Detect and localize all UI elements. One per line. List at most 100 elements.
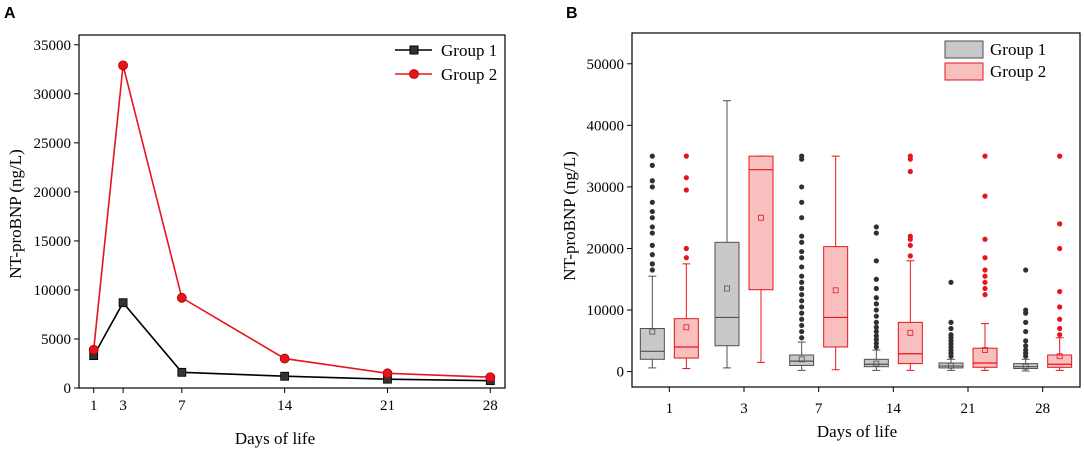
outlier-point (683, 255, 689, 261)
outlier-point (649, 162, 655, 168)
iqr-box (714, 241, 740, 347)
y-tick-label: 50000 (587, 57, 625, 73)
outlier-point (649, 199, 655, 205)
x-tick-label: 1 (666, 401, 674, 417)
mean-marker (948, 362, 954, 369)
outlier-point (1023, 267, 1029, 273)
y-tick-label: 5000 (41, 332, 71, 348)
data-point (177, 367, 187, 377)
outlier-point (1023, 307, 1029, 313)
outlier-point (948, 325, 954, 332)
outlier-point (907, 153, 913, 159)
outlier-point (1057, 316, 1063, 322)
box-2-14 (897, 153, 923, 371)
outlier-point (799, 292, 805, 298)
outlier-point (649, 178, 655, 184)
y-tick-label: 25000 (34, 136, 72, 152)
outlier-point (649, 252, 655, 258)
y-tick-label: 40000 (587, 118, 625, 134)
outlier-point (649, 215, 655, 221)
panel-a-legend: Group 1 Group 2 (395, 41, 497, 84)
outlier-point (799, 304, 805, 310)
outlier-point (873, 328, 879, 335)
panel-a-axes (78, 34, 506, 389)
box-1-3 (714, 100, 740, 369)
outlier-point (1023, 338, 1029, 344)
outlier-point (683, 175, 689, 181)
data-point (485, 372, 496, 383)
outlier-point (873, 224, 879, 230)
legend-swatch (944, 62, 984, 81)
outlier-point (799, 316, 805, 322)
outlier-point (873, 295, 879, 301)
mean-marker (907, 329, 914, 336)
outlier-point (799, 285, 805, 292)
outlier-point (799, 199, 805, 205)
x-tick-label: 21 (961, 401, 976, 417)
panel-b-legend: Group 1 Group 2 (944, 40, 1046, 81)
iqr-box (639, 328, 665, 360)
outlier-point (907, 253, 913, 259)
outlier-point (649, 242, 655, 248)
legend-label: Group 2 (441, 65, 497, 84)
outlier-point (1057, 332, 1063, 338)
panel-a-series (88, 60, 496, 386)
legend-marker (409, 45, 419, 55)
panel-a: A 0 5000 10000 15000 20000 25000 30000 35000 1 3 7… (4, 5, 506, 448)
outlier-point (649, 230, 655, 236)
y-tick-label: 15000 (34, 234, 72, 250)
outlier-point (907, 233, 913, 239)
x-tick-label: 28 (1035, 401, 1050, 417)
box-2-28 (1047, 153, 1073, 371)
x-tick-label: 7 (815, 401, 823, 417)
outlier-point (873, 301, 879, 307)
x-tick-label: 3 (119, 398, 127, 414)
outlier-point (649, 261, 655, 267)
iqr-box (1047, 354, 1073, 368)
outlier-point (649, 208, 655, 215)
outlier-point (649, 267, 655, 273)
y-tick-label: 10000 (587, 303, 625, 319)
outlier-point (982, 193, 988, 199)
data-point (88, 344, 99, 355)
panel-b-x-axis-label: Days of life (817, 422, 897, 441)
x-tick-label: 14 (277, 398, 293, 414)
outlier-point (982, 236, 988, 242)
data-point (382, 368, 393, 379)
iqr-box (789, 354, 815, 366)
box-1-7 (789, 153, 815, 371)
iqr-box (972, 347, 998, 368)
data-point (280, 371, 290, 381)
outlier-point (1057, 325, 1063, 332)
outlier-point (873, 319, 879, 325)
outlier-point (873, 313, 879, 319)
data-point (118, 60, 128, 71)
outlier-point (1057, 245, 1063, 252)
panel-a-plot-frame (78, 34, 506, 389)
iqr-box (673, 318, 699, 359)
outlier-point (873, 285, 879, 292)
mean-marker (1056, 353, 1063, 360)
outlier-point (873, 340, 879, 346)
mean-marker (758, 214, 764, 221)
mean-marker (649, 328, 656, 335)
iqr-box (938, 362, 964, 369)
outlier-point (799, 335, 805, 341)
outlier-point (799, 215, 805, 221)
outlier-point (907, 168, 913, 175)
outlier-point (1023, 328, 1029, 335)
panel-b-ticks: 0 10000 20000 30000 40000 50000 1 3 7 14 21 28 (587, 57, 1051, 417)
y-tick-label: 0 (64, 381, 72, 397)
outlier-point (799, 298, 805, 304)
outlier-point (873, 324, 879, 330)
outlier-point (799, 328, 805, 335)
mean-marker (798, 356, 805, 363)
iqr-box (897, 321, 923, 365)
outlier-point (873, 344, 879, 350)
box-2-7 (823, 155, 849, 371)
outlier-point (799, 184, 805, 190)
outlier-point (948, 332, 954, 338)
outlier-point (799, 279, 805, 285)
panel-b-plot-frame (631, 32, 1081, 388)
outlier-point (649, 224, 655, 230)
